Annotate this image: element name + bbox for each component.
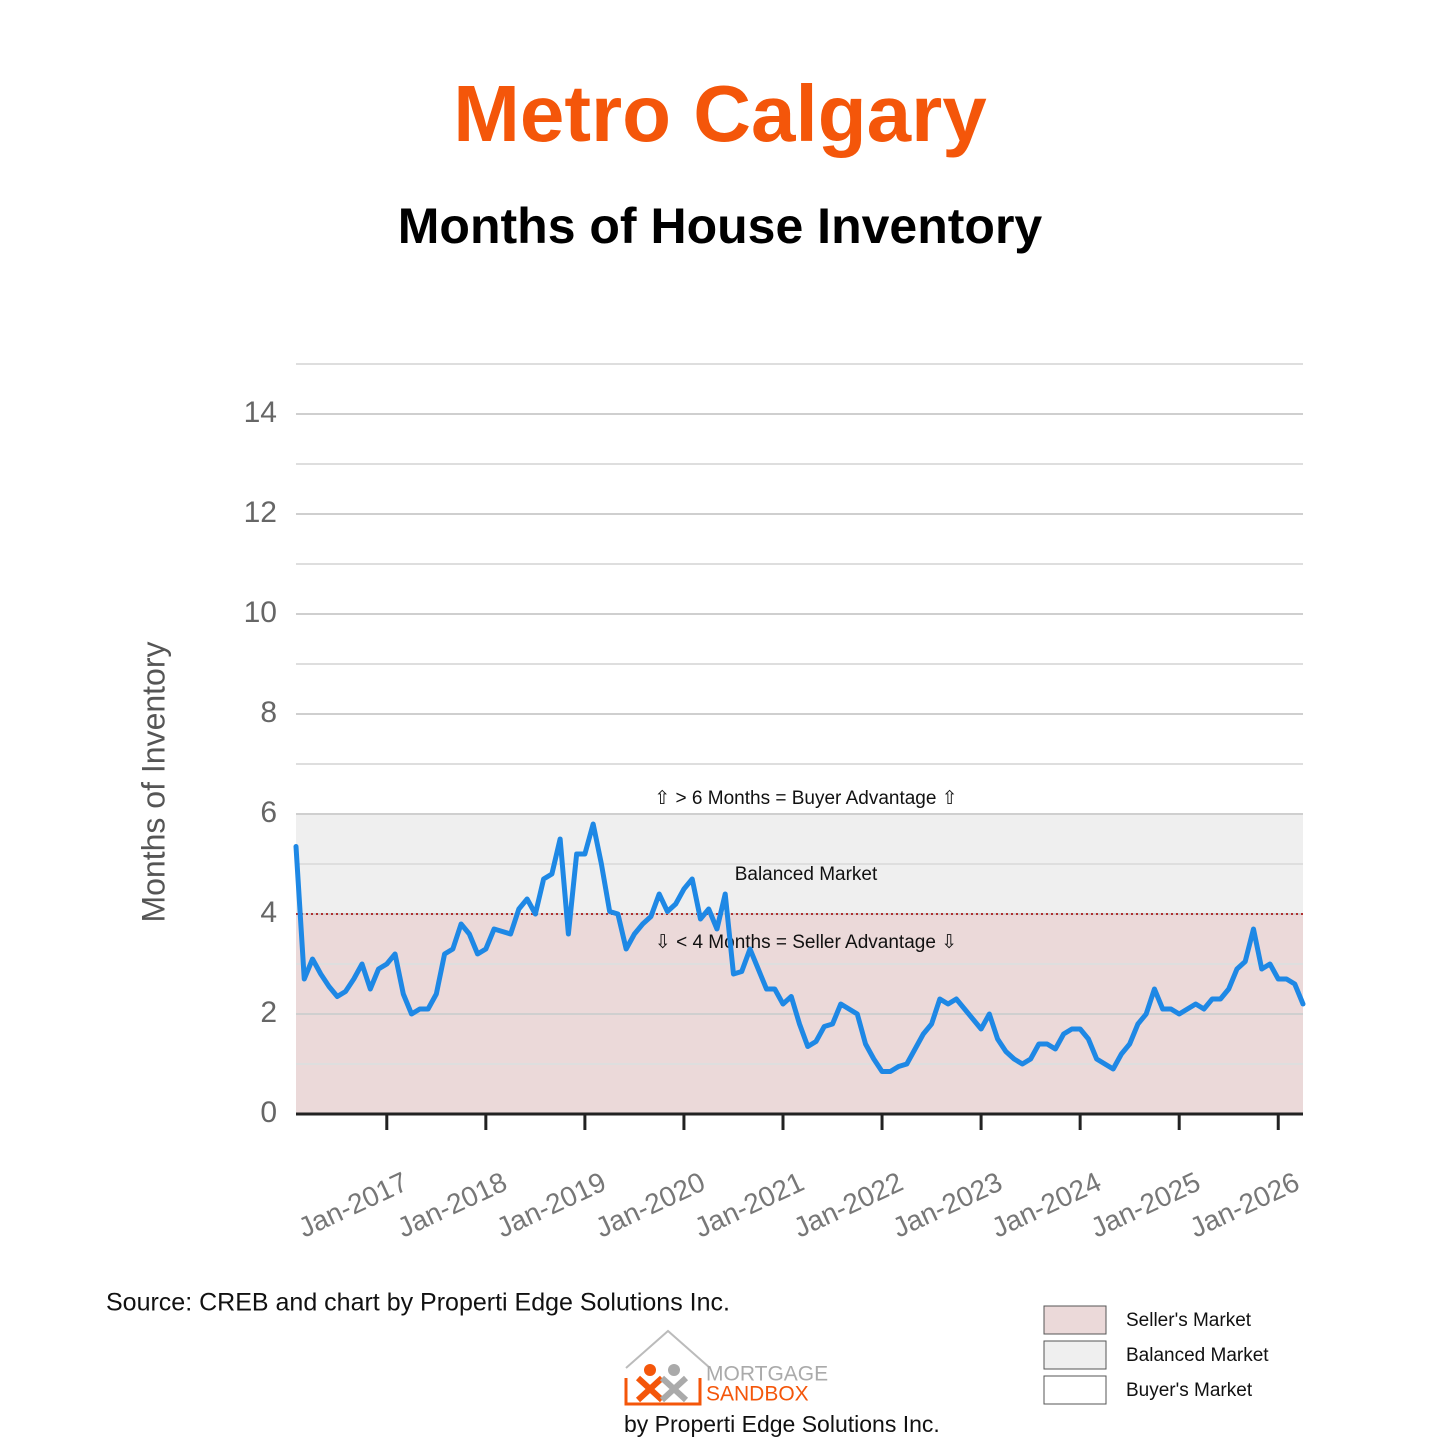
x-tick-label: Jan-2021 (690, 1166, 809, 1243)
legend-label: Seller's Market (1126, 1310, 1252, 1331)
logo-figure (635, 1375, 665, 1403)
y-tick-label: 8 (260, 696, 277, 729)
chart-subtitle: Months of House Inventory (398, 198, 1043, 254)
source-note: Source: CREB and chart by Properti Edge … (106, 1289, 730, 1317)
legend-swatch (1043, 1340, 1107, 1370)
y-tick-label: 10 (244, 596, 277, 629)
logo: MORTGAGE SANDBOX by Properti Edge Soluti… (624, 1329, 940, 1437)
logo-text: SANDBOX (706, 1383, 809, 1406)
logo-figure (668, 1364, 680, 1376)
x-tick-label: Jan-2024 (987, 1166, 1106, 1243)
y-tick-label: 4 (260, 896, 277, 929)
y-tick-label: 12 (244, 496, 277, 529)
legend-swatch (1043, 1375, 1107, 1405)
x-tick-label: Jan-2017 (294, 1166, 413, 1243)
y-axis-label: Months of Inventory (135, 641, 171, 922)
y-tick-label: 0 (260, 1096, 277, 1129)
x-tick-label: Jan-2026 (1185, 1166, 1304, 1243)
x-tick-label: Jan-2023 (888, 1166, 1007, 1243)
x-tick-label: Jan-2025 (1086, 1166, 1205, 1243)
logo-figure (659, 1375, 689, 1403)
chart-title: Metro Calgary (453, 69, 987, 158)
y-tick-label: 6 (260, 796, 277, 829)
logo-text: MORTGAGE (706, 1363, 828, 1386)
x-tick-label: Jan-2022 (789, 1166, 908, 1243)
data-line (293, 821, 1306, 1074)
annotation: Balanced Market (735, 864, 878, 885)
y-tick-label: 14 (244, 396, 277, 429)
logo-figure (644, 1364, 656, 1376)
legend-label: Buyer's Market (1126, 1380, 1253, 1401)
x-tick-label: Jan-2019 (492, 1166, 611, 1243)
logo-byline: by Properti Edge Solutions Inc. (624, 1411, 940, 1437)
y-tick-label: 2 (260, 996, 277, 1029)
x-tick-label: Jan-2020 (591, 1166, 710, 1243)
logo-frame (624, 1378, 702, 1406)
annotation: ⇧ > 6 Months = Buyer Advantage ⇧ (654, 788, 957, 809)
legend-label: Balanced Market (1126, 1345, 1269, 1366)
logo-house (625, 1329, 711, 1369)
x-tick-label: Jan-2018 (393, 1166, 512, 1243)
annotation: ⇩ < 4 Months = Seller Advantage ⇩ (655, 932, 957, 953)
legend-swatch (1043, 1305, 1107, 1335)
market-band (296, 364, 1303, 814)
